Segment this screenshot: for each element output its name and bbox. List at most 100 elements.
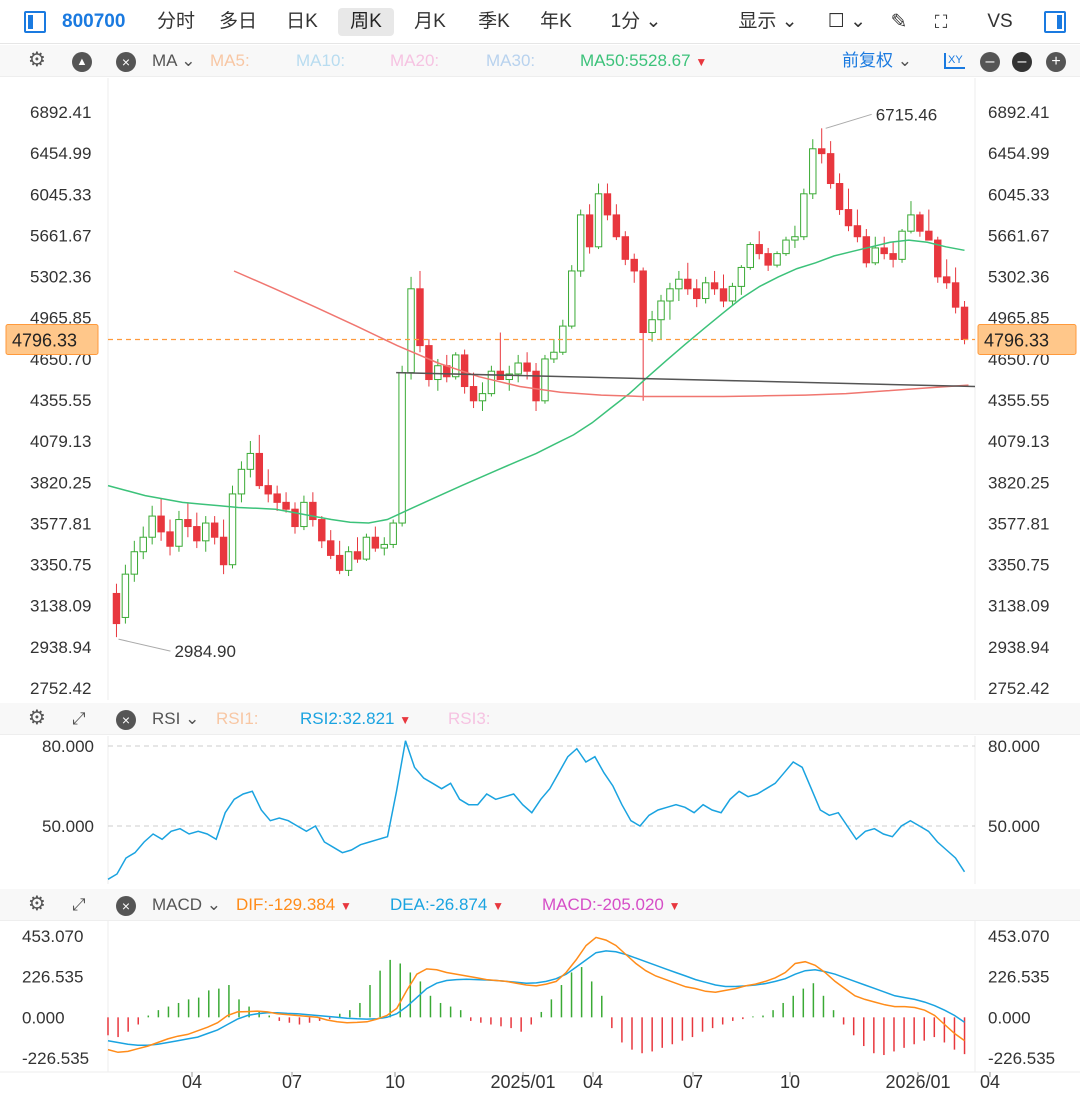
candle-body: [916, 214, 924, 232]
candle-body: [148, 515, 156, 538]
price-tick-label-right: 5661.67: [988, 226, 1049, 245]
tab-quarterly-k[interactable]: 季K: [478, 11, 510, 32]
candle-body: [871, 247, 879, 264]
candle-body: [746, 244, 755, 268]
current-price-tag-left: [5, 324, 99, 356]
dea-value: DEA:-26.874: [390, 895, 488, 914]
price-tick-label-right: 4965.85: [988, 309, 1049, 328]
right-panel-toggle-icon[interactable]: [1044, 11, 1066, 33]
macd-tick-label-left: -226.535: [22, 1049, 89, 1068]
candle-body: [603, 193, 612, 216]
candle-body: [326, 540, 335, 556]
candle-body: [925, 230, 933, 241]
vs-compare-button[interactable]: VS: [987, 11, 1013, 32]
candle-body: [737, 266, 746, 287]
expand-icon[interactable]: ⤢: [72, 709, 86, 728]
gear-icon[interactable]: ⚙: [28, 707, 46, 729]
high-annotation-line: [825, 113, 872, 129]
ma50-value: MA50:5528.67: [580, 51, 691, 70]
minus-circle-icon[interactable]: –: [980, 52, 1000, 72]
ma10-label: MA10:: [296, 51, 346, 70]
macd-indicator-bar: ⚙ ⤢ × MACD ⌄ DIF:-129.384 ▼ DEA:-26.874 …: [0, 889, 1080, 921]
stock-code[interactable]: 800700: [62, 11, 126, 32]
price-tick-label-left: 2752.42: [30, 679, 91, 698]
display-dropdown[interactable]: 显示 ⌄: [738, 11, 798, 32]
price-tick-label-left: 4965.85: [30, 309, 91, 328]
candle-body: [907, 214, 915, 232]
candle-body: [594, 193, 603, 248]
xy-axis-icon[interactable]: XY: [944, 53, 965, 69]
macd-selector[interactable]: MACD ⌄: [152, 895, 222, 914]
candle-body: [684, 278, 692, 290]
candle-body: [630, 258, 638, 272]
tab-yearly-k[interactable]: 年K: [540, 11, 572, 32]
draw-pen-icon[interactable]: ✎: [890, 11, 908, 33]
x-tick-label: 07: [282, 1072, 302, 1092]
tab-daily-k[interactable]: 日K: [286, 11, 318, 32]
candle-body: [880, 247, 888, 255]
candle-body: [175, 519, 183, 547]
candle-body: [550, 351, 558, 360]
candle-body: [478, 393, 487, 402]
rsi2-label: RSI2:32.821 ▼: [300, 709, 412, 728]
close-icon[interactable]: ×: [116, 710, 136, 730]
candle-body: [139, 536, 147, 553]
candle-body: [639, 270, 647, 334]
x-tick-label: 10: [780, 1072, 800, 1092]
ma30-label: MA30:: [486, 51, 536, 70]
ma-selector[interactable]: MA ⌄: [152, 51, 196, 70]
price-tick-label-left: 5661.67: [30, 226, 91, 245]
close-icon[interactable]: ×: [116, 896, 136, 916]
gear-icon[interactable]: ⚙: [28, 893, 46, 915]
expand-icon[interactable]: ⤢: [72, 895, 86, 914]
candle-body: [701, 282, 710, 300]
fullscreen-icon[interactable]: ⛶: [934, 12, 948, 32]
candle-body: [934, 239, 942, 278]
price-tick-label-right: 2752.42: [988, 679, 1049, 698]
candle-body: [451, 354, 460, 378]
current-price-label-right: 4796.33: [984, 331, 1049, 351]
candle-body: [666, 288, 674, 302]
candle-body: [121, 573, 130, 618]
candle-body: [184, 519, 192, 528]
collapse-up-icon[interactable]: ▲: [72, 52, 92, 72]
candle-body: [166, 531, 174, 547]
candle-body: [719, 288, 728, 302]
candle-body: [487, 370, 496, 395]
gear-icon[interactable]: ⚙: [28, 49, 46, 71]
zoom-in-icon[interactable]: +: [1046, 52, 1066, 72]
price-tick-label-right: 3350.75: [988, 556, 1049, 575]
candle-body: [228, 493, 237, 566]
candle-body: [112, 592, 121, 625]
candle-body: [657, 300, 665, 321]
candle-body: [675, 278, 683, 290]
ma20-label: MA20:: [390, 51, 440, 70]
candle-body: [130, 551, 139, 575]
candle-body: [693, 288, 701, 300]
adjust-dropdown[interactable]: 前复权 ⌄: [842, 51, 912, 70]
macd-name: MACD: [152, 895, 203, 914]
tab-minute-dropdown[interactable]: 1分 ⌄: [610, 11, 662, 32]
candle-body: [541, 358, 549, 402]
tab-intraday[interactable]: 分时: [156, 11, 195, 32]
dif-label: DIF:-129.384 ▼: [236, 895, 352, 914]
dea-line: [107, 950, 965, 1046]
price-tick-label-left: 6045.33: [30, 185, 91, 204]
checkbox-dropdown[interactable]: ☐ ⌄: [827, 11, 867, 32]
tab-monthly-k[interactable]: 月K: [414, 11, 446, 32]
candle-body: [576, 214, 585, 272]
close-icon[interactable]: ×: [116, 52, 136, 72]
tab-weekly-k[interactable]: 周K: [338, 8, 394, 36]
zoom-out-icon[interactable]: –: [1012, 52, 1032, 72]
price-tick-label-right: 6454.99: [988, 144, 1049, 163]
candle-body: [353, 551, 362, 560]
candle-body: [264, 485, 272, 495]
adjust-label: 前复权: [842, 51, 893, 70]
candle-body: [728, 285, 737, 302]
rsi-selector[interactable]: RSI ⌄: [152, 709, 200, 728]
candle-body: [193, 526, 201, 542]
sidebar-toggle-icon[interactable]: [24, 11, 46, 33]
tab-multi-day[interactable]: 多日: [218, 11, 257, 32]
candle-body: [210, 522, 219, 538]
